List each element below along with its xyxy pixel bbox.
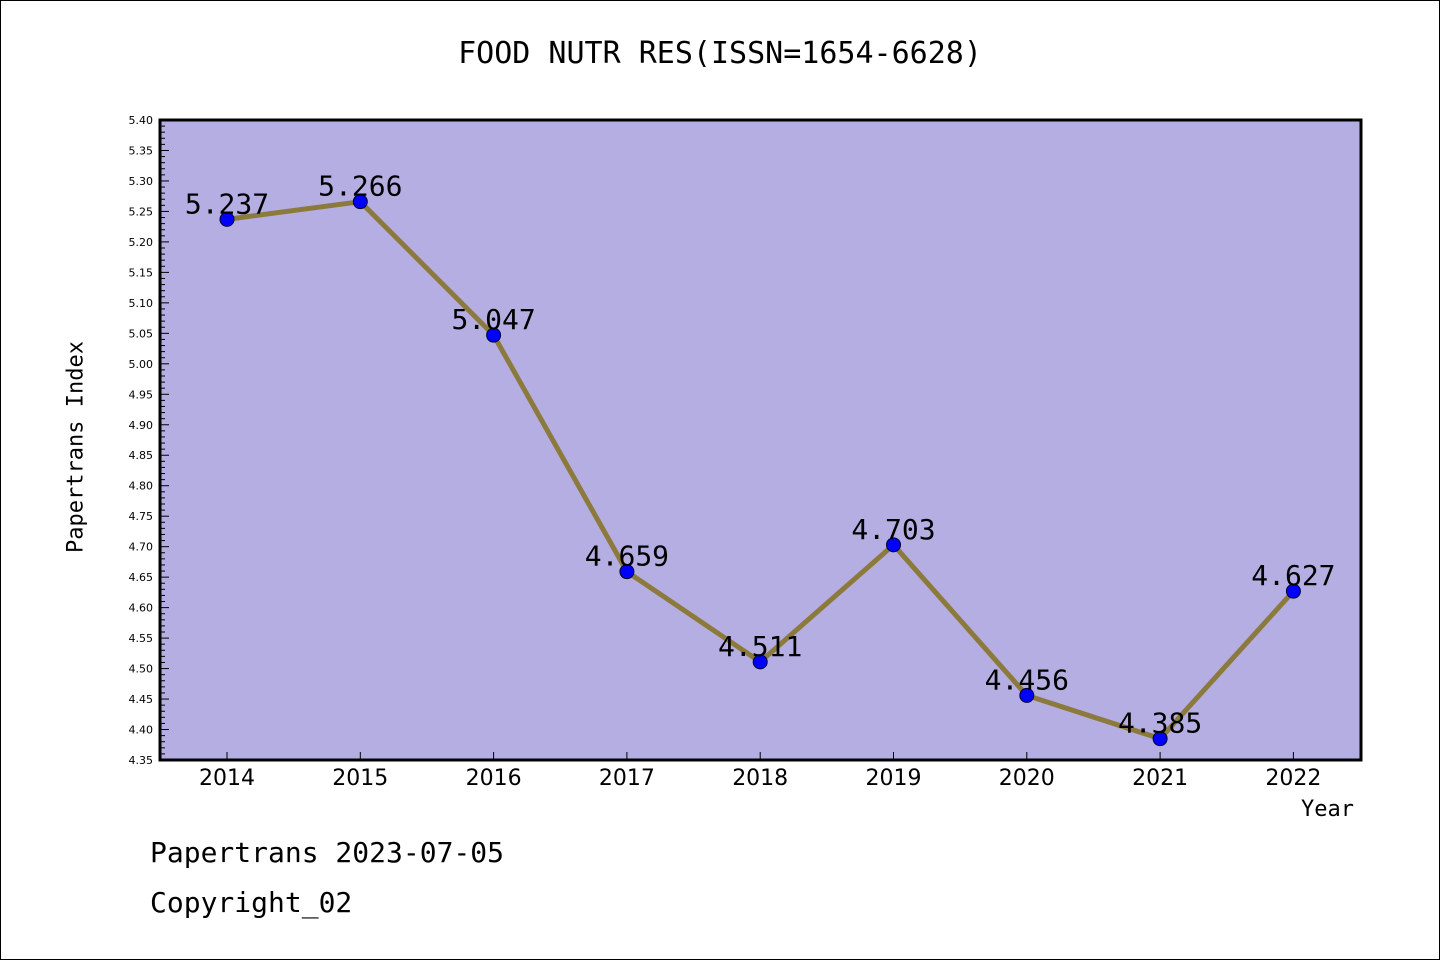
data-label: 4.456 <box>985 663 1069 696</box>
x-tick-label: 2014 <box>199 766 255 791</box>
y-tick-label: 4.90 <box>129 419 154 432</box>
y-tick-label: 5.35 <box>129 144 154 157</box>
data-label: 4.511 <box>718 630 802 663</box>
data-point <box>1019 687 1035 703</box>
y-tick-label: 4.55 <box>129 632 154 645</box>
y-tick-label: 4.60 <box>129 602 154 615</box>
data-point <box>1152 731 1168 747</box>
y-tick-label: 4.40 <box>129 724 154 737</box>
footer-copyright: Copyright_02 <box>150 886 353 919</box>
y-tick-label: 5.00 <box>129 358 154 371</box>
plot-area <box>158 118 1363 762</box>
y-tick-label: 4.80 <box>129 480 154 493</box>
y-tick-label: 4.65 <box>129 571 154 584</box>
y-tick-label: 5.40 <box>129 114 154 127</box>
data-label: 5.047 <box>451 303 535 336</box>
x-tick-label: 2022 <box>1265 766 1321 791</box>
x-tick-label: 2019 <box>866 766 922 791</box>
y-tick-label: 5.20 <box>129 236 154 249</box>
y-tick-label: 4.35 <box>129 754 154 767</box>
y-tick-label: 5.25 <box>129 205 154 218</box>
data-point <box>219 211 235 227</box>
data-label: 4.659 <box>585 540 669 573</box>
data-point <box>886 537 901 553</box>
x-tick-label: 2017 <box>599 766 655 791</box>
y-tick-label: 5.05 <box>129 327 154 340</box>
data-label: 5.237 <box>185 187 269 220</box>
y-tick-label: 4.50 <box>129 663 154 676</box>
data-label: 4.703 <box>851 513 935 546</box>
y-tick-label: 5.10 <box>129 297 154 310</box>
x-tick-label: 2015 <box>332 766 388 791</box>
x-tick-label: 2018 <box>732 766 788 791</box>
y-tick-label: 4.45 <box>129 693 154 706</box>
x-tick-label: 2020 <box>999 766 1055 791</box>
y-tick-label: 4.95 <box>129 388 154 401</box>
footer-date: Papertrans 2023-07-05 <box>150 836 505 869</box>
y-tick-label: 4.75 <box>129 510 154 523</box>
y-tick-label: 5.15 <box>129 266 154 279</box>
x-tick-label: 2016 <box>466 766 522 791</box>
data-point <box>619 564 635 580</box>
data-point <box>352 194 368 210</box>
data-point <box>752 654 768 670</box>
x-tick-label: 2021 <box>1132 766 1188 791</box>
data-point <box>1285 583 1301 599</box>
data-label: 5.266 <box>318 170 402 203</box>
y-tick-label: 4.85 <box>129 449 154 462</box>
y-tick-label: 5.30 <box>129 175 154 188</box>
y-tick-label: 4.70 <box>129 541 154 554</box>
chart-title: FOOD NUTR RES(ISSN=1654-6628) <box>458 36 982 71</box>
x-axis-label: Year <box>1301 797 1354 822</box>
data-point <box>486 327 502 343</box>
data-label: 4.627 <box>1251 559 1335 592</box>
data-label: 4.385 <box>1118 707 1202 740</box>
